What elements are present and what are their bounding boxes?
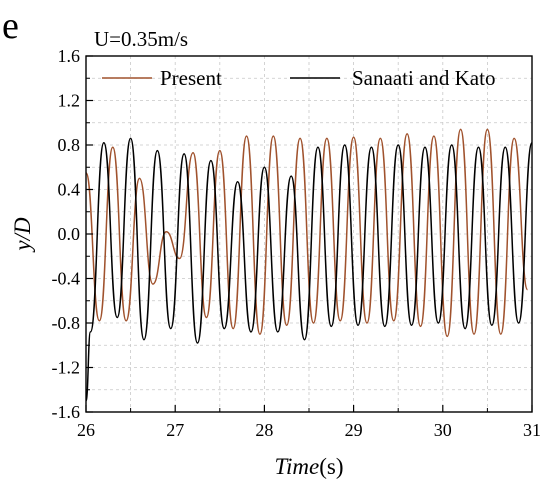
axis-ticks <box>85 55 533 413</box>
y-tick-label: 0.4 <box>58 180 81 200</box>
grid-lines <box>86 56 532 412</box>
y-axis-label: y/D <box>10 217 35 253</box>
x-tick-label: 28 <box>255 420 273 440</box>
y-tick-label: 0.0 <box>58 224 81 244</box>
y-tick-label: 1.2 <box>58 91 81 111</box>
x-tick-label: 27 <box>166 420 184 440</box>
panel-label: e <box>2 5 19 47</box>
x-tick-label: 29 <box>345 420 363 440</box>
y-tick-label: -0.4 <box>52 269 81 289</box>
series-line-present <box>86 128 529 338</box>
x-axis-label-unit: (s) <box>319 454 343 479</box>
chart-title: U=0.35m/s <box>94 27 188 51</box>
y-tick-label: -0.8 <box>52 313 81 333</box>
x-tick-label: 30 <box>434 420 452 440</box>
legend-label-present: Present <box>160 66 222 90</box>
x-tick-label: 31 <box>523 420 541 440</box>
x-axis-label: Time(s) <box>274 454 343 479</box>
x-axis-label-main: Time <box>274 454 319 479</box>
series-line-sanaati-kato <box>86 137 532 402</box>
y-tick-label: -1.6 <box>52 402 81 422</box>
y-tick-label: 0.8 <box>58 135 81 155</box>
y-tick-label: 1.6 <box>58 46 81 66</box>
axis-tick-labels: 26 27 28 29 30 31 -1.6 -1.2 -0.8 -0.4 0.0 0.4 0.8 1.2… <box>52 46 542 440</box>
plot-series <box>86 128 532 402</box>
legend-label-sanaati-kato: Sanaati and Kato <box>352 66 495 90</box>
legend: Present Sanaati and Kato <box>102 66 495 90</box>
y-tick-label: -1.2 <box>52 358 81 378</box>
x-tick-label: 26 <box>77 420 95 440</box>
